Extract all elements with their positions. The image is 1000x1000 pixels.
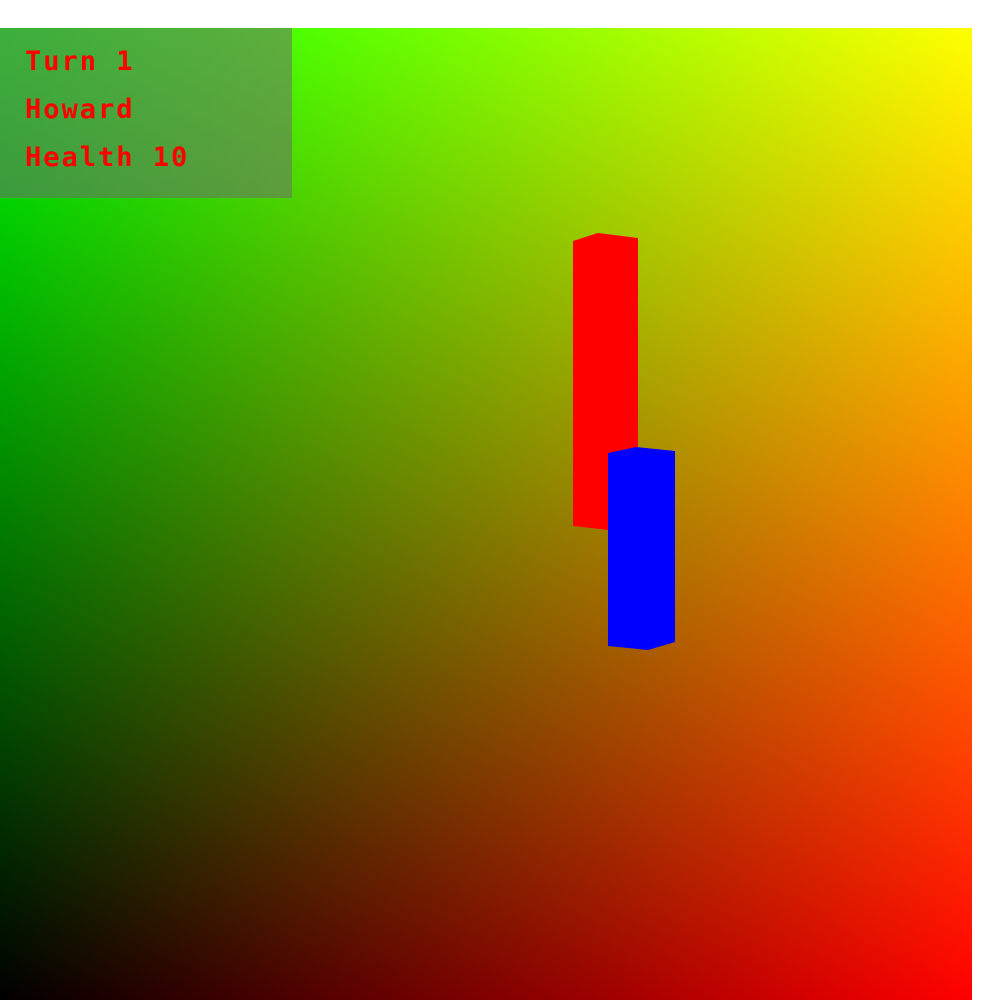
hud-panel: Turn 1 Howard Health 10 bbox=[0, 28, 292, 198]
turn-counter: Turn 1 bbox=[25, 46, 135, 77]
game-viewport[interactable]: Turn 1 Howard Health 10 bbox=[0, 28, 972, 1000]
blue-piece[interactable] bbox=[608, 447, 675, 650]
blue-piece-front-face bbox=[608, 447, 675, 650]
player-name: Howard bbox=[25, 94, 135, 125]
health-readout: Health 10 bbox=[25, 142, 190, 173]
